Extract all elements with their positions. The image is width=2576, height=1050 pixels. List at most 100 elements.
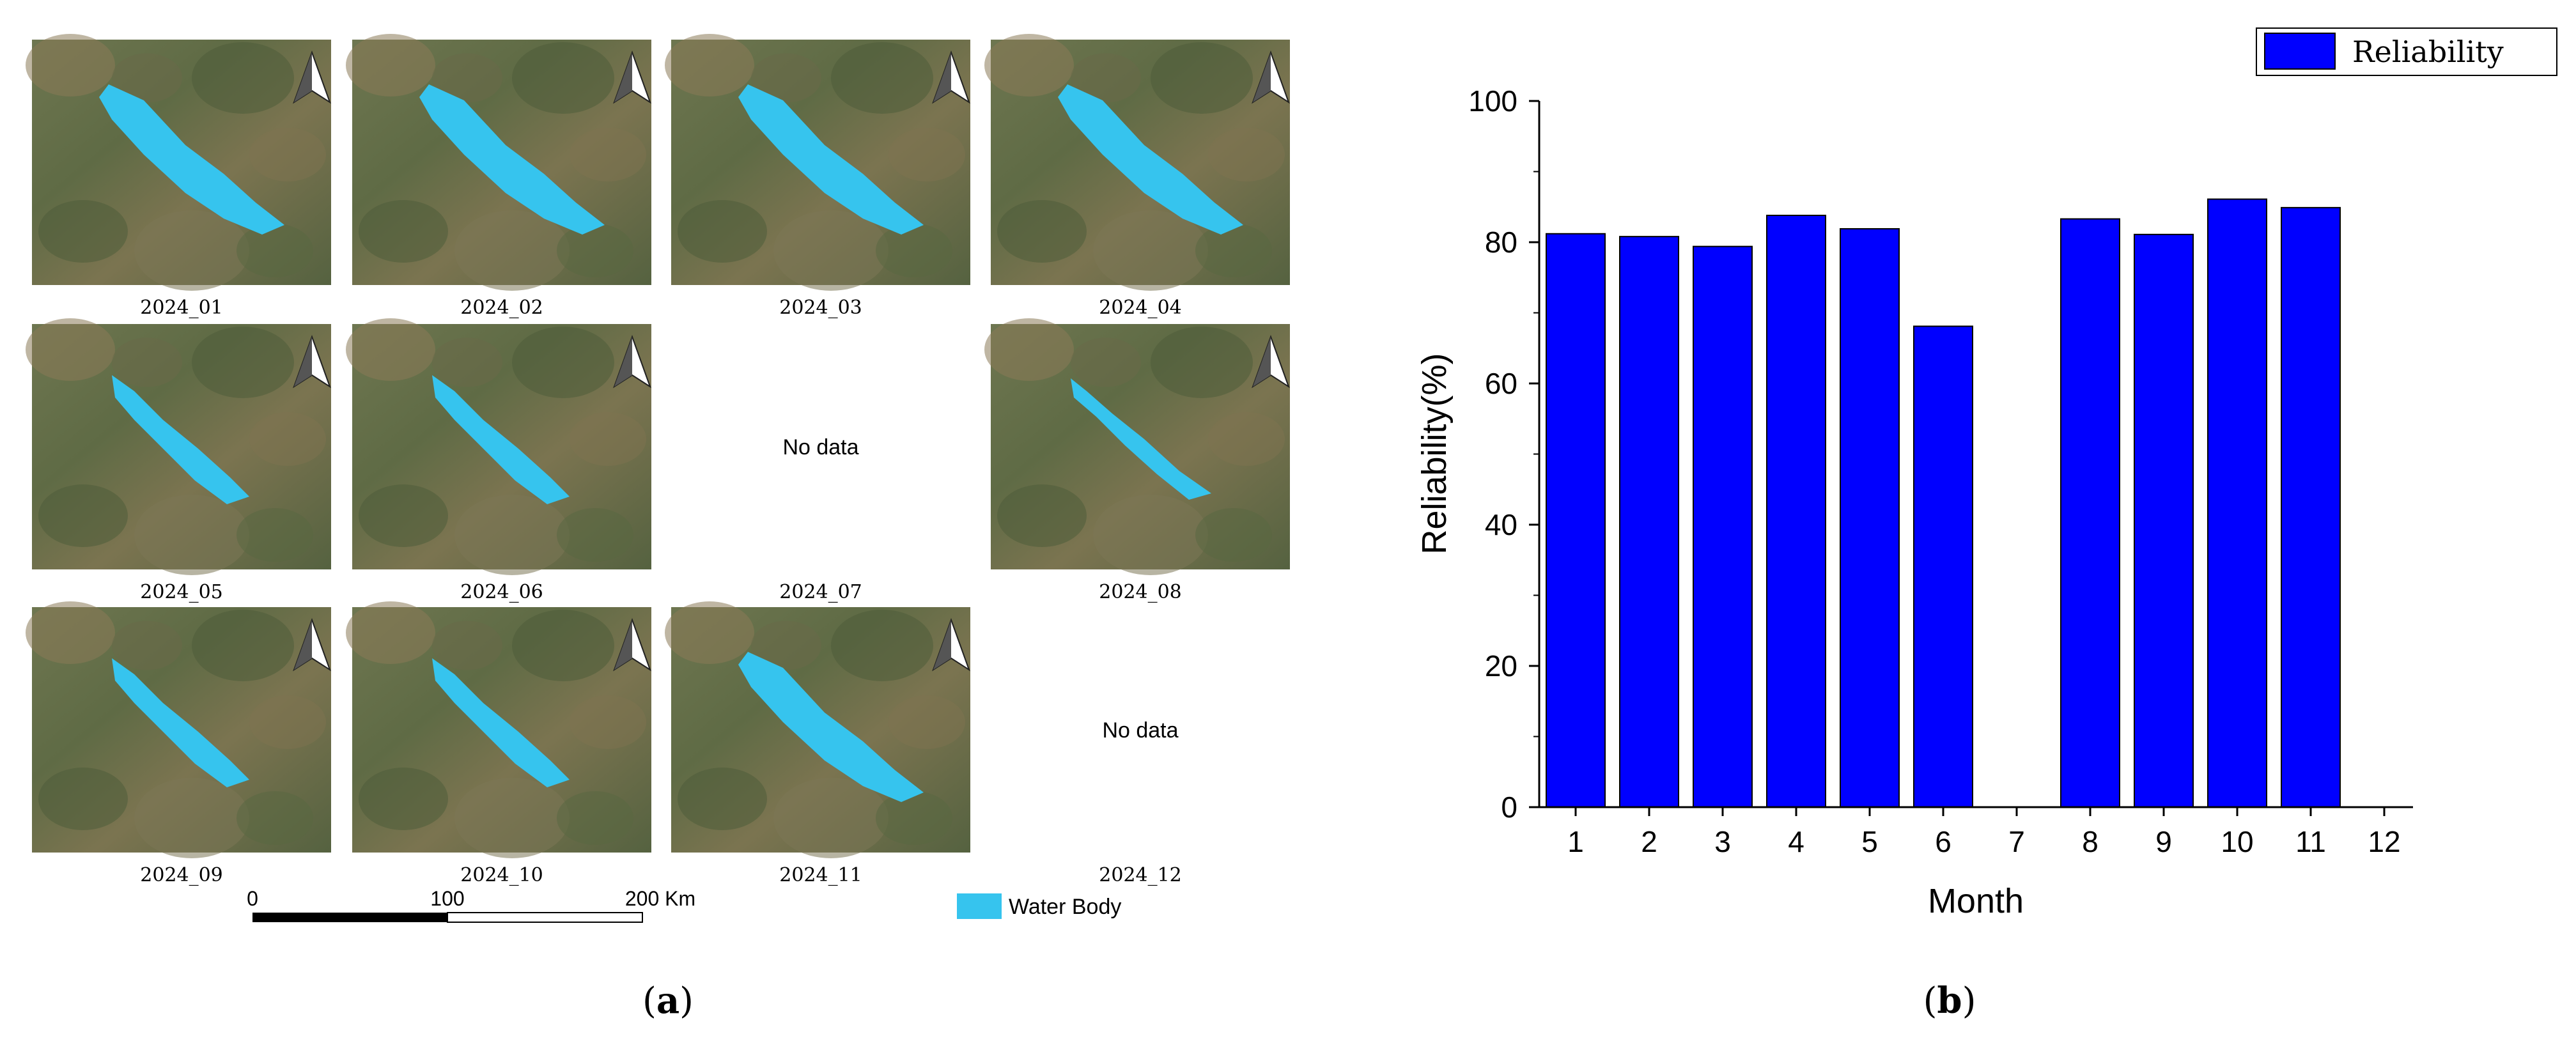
tile-label: 2024_10 [460, 864, 543, 886]
terrain-patch [134, 495, 249, 575]
north-arrow-icon [1252, 335, 1290, 389]
terrain-patch [570, 128, 646, 181]
terrain-patch [38, 200, 128, 263]
terrain-patch [38, 768, 128, 830]
north-arrow-icon [932, 618, 970, 672]
map-tiles: 2024_01 2024_02 2024_03 2024_04 2024_05 2024_… [26, 34, 1290, 886]
terrain-texture [346, 601, 646, 858]
scale-bar-label-200: 200 Km [625, 887, 695, 910]
chart-legend-label: Reliability [2352, 35, 2504, 69]
terrain-patch [512, 42, 614, 114]
terrain-patch [831, 610, 933, 681]
terrain-patch [997, 484, 1087, 547]
terrain-texture [665, 601, 965, 858]
terrain-patch [512, 327, 614, 398]
y-tick-label: 80 [1485, 226, 1517, 259]
water-body-area [99, 84, 284, 235]
terrain-patch [751, 621, 821, 670]
water-body-label: Water Body [1009, 895, 1121, 919]
terrain-patch [346, 34, 435, 97]
terrain-patch [454, 495, 570, 575]
terrain-patch [773, 210, 888, 291]
terrain-patch [38, 484, 128, 547]
north-arrow-icon [613, 335, 651, 389]
tile-label: 2024_11 [779, 864, 862, 886]
north-arrow-icon [613, 50, 651, 104]
terrain-patch [454, 210, 570, 291]
terrain-patch [26, 601, 115, 664]
north-arrow-shade [294, 620, 312, 670]
chart-legend: Reliability [2256, 27, 2557, 76]
tile-label: 2024_04 [1099, 297, 1182, 319]
water-body-area [112, 375, 249, 504]
x-tick-label: 5 [1861, 825, 1878, 858]
map-tile-2024-02: 2024_02 [346, 34, 651, 319]
scale-bar-white-segment [447, 912, 643, 923]
terrain-patch [557, 508, 633, 562]
terrain-patch [1195, 224, 1272, 277]
water-body-area [432, 658, 570, 787]
y-tick-label: 40 [1485, 508, 1517, 541]
north-arrow-icon [1252, 50, 1290, 104]
x-tick-label: 11 [2295, 825, 2326, 858]
bar-month-3 [1693, 245, 1753, 808]
terrain-texture [346, 34, 646, 291]
tile-label: 2024_05 [140, 581, 223, 603]
terrain-patch [432, 53, 502, 103]
terrain-patch [1151, 327, 1253, 398]
terrain-patch [432, 621, 502, 670]
map-tile-2024-01: 2024_01 [26, 34, 331, 319]
map-tile-2024-03: 2024_03 [665, 34, 970, 319]
terrain-patch [359, 484, 448, 547]
scale-bar-black-segment [252, 913, 447, 922]
map-tile-2024-05: 2024_05 [26, 318, 331, 603]
terrain-patch [1093, 495, 1208, 575]
bar-month-8 [2060, 218, 2120, 808]
tile-label: 2024_02 [460, 297, 543, 319]
x-tick-label: 1 [1567, 825, 1584, 858]
terrain-texture [665, 34, 965, 291]
map-tile-2024-08: 2024_08 [984, 318, 1290, 603]
water-body-area [1071, 378, 1211, 500]
water-body-area [738, 652, 924, 802]
x-tick-label: 4 [1788, 825, 1804, 858]
tile-label: 2024_09 [140, 864, 223, 886]
terrain-patch [26, 318, 115, 381]
map-legend: Water Body [957, 893, 1121, 919]
x-axis-title: Month [1928, 882, 2024, 920]
terrain-patch [997, 200, 1087, 263]
scale-bar-label-0: 0 [247, 887, 258, 910]
map-tile-2024-07: No data 2024_07 [779, 435, 862, 603]
bar-month-11 [2281, 206, 2341, 808]
terrain-patch [570, 695, 646, 749]
terrain-patch [26, 34, 115, 97]
terrain-patch [888, 128, 965, 181]
terrain-patch [570, 412, 646, 466]
water-body-area [112, 658, 249, 787]
north-arrow-icon [293, 50, 331, 104]
terrain-patch [557, 791, 633, 845]
map-tile-2024-11: 2024_11 [665, 601, 970, 886]
terrain-texture [26, 318, 326, 575]
water-body-area [1058, 84, 1243, 235]
terrain-patch [346, 601, 435, 664]
terrain-patch [1195, 508, 1272, 562]
bar-month-9 [2134, 233, 2194, 808]
north-arrow-icon [293, 335, 331, 389]
terrain-patch [1071, 337, 1141, 387]
bar-month-10 [2207, 198, 2267, 808]
terrain-patch [249, 128, 326, 181]
tile-label: 2024_07 [779, 581, 862, 603]
terrain-patch [249, 695, 326, 749]
terrain-patch [359, 200, 448, 263]
panel-a-map-grid: 2024_01 2024_02 2024_03 2024_04 2024_05 2024_… [26, 34, 1290, 1022]
terrain-patch [678, 768, 767, 830]
terrain-texture [984, 318, 1285, 575]
map-tile-2024-12: No data 2024_12 [1099, 718, 1182, 886]
terrain-patch [192, 610, 294, 681]
y-axis: 0 20 40 60 80 100 [1468, 84, 1540, 824]
scale-bar: 0 100 200 Km [247, 887, 695, 923]
terrain-texture [26, 601, 326, 858]
north-arrow-shade [933, 620, 951, 670]
